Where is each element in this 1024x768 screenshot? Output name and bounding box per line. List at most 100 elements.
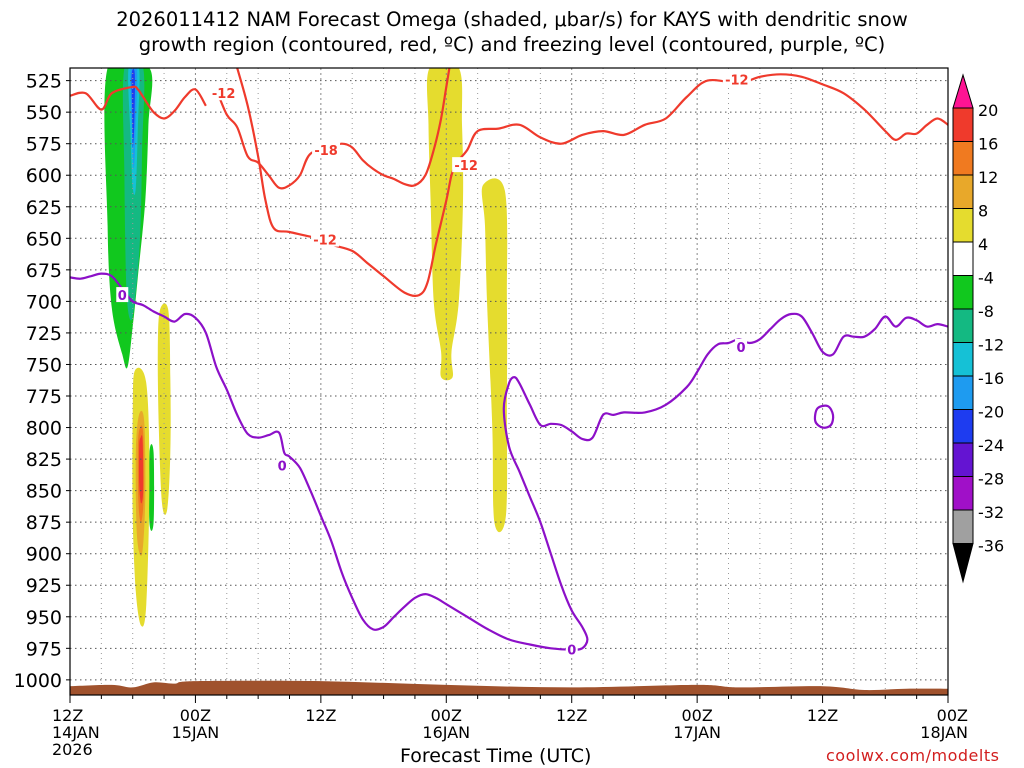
label-minus12-c: -12 (313, 234, 337, 249)
x-tick-label-date-3: 16JAN (422, 723, 470, 742)
label-minus12-d: -12 (725, 73, 749, 88)
colorbar-bin-9 (952, 409, 974, 444)
sinking-west-peak (139, 435, 144, 504)
label-minus12-b: -12 (454, 159, 478, 174)
colorbar-label-2: 12 (978, 168, 998, 187)
label-zero-b-bg (276, 457, 289, 473)
label-minus18: -18 (314, 144, 338, 159)
y-tick-label-575: 575 (26, 134, 62, 156)
rising-small-spot (148, 444, 155, 531)
colorbar-bin-0 (952, 107, 974, 142)
credit-link[interactable]: coolwx.com/modelts (826, 746, 1000, 765)
label-minus12-a: -12 (212, 87, 236, 102)
y-tick-label-825: 825 (26, 449, 62, 471)
x-tick-label-date-1: 15JAN (172, 723, 220, 742)
colorbar-label-13: -36 (978, 537, 1004, 556)
colorbar: 20 16 12 8 4 -4 -8 -12 -16 -20 -24 -28 -32 -36 (952, 73, 1004, 584)
dgz-minus12-upper (70, 85, 207, 120)
colorbar-label-0: 20 (978, 101, 998, 120)
sinking-16jan-strip (481, 178, 508, 533)
label-minus12-d-bg (722, 71, 751, 87)
x-tick-label-year-0: 2026 (52, 740, 93, 759)
x-tick-label-date-0: 14JAN (52, 723, 100, 742)
label-minus12-a-bg (209, 85, 238, 101)
colorbar-label-11: -28 (978, 470, 1004, 489)
x-tick-label-date-7: 18JAN (920, 723, 968, 742)
y-tick-label-525: 525 (26, 71, 62, 93)
y-tick-label-700: 700 (26, 291, 62, 313)
x-tick-label-time-7: 00Z (937, 706, 968, 725)
y-tick-label-800: 800 (26, 418, 62, 440)
label-zero-c-bg (735, 338, 748, 354)
colorbar-arrow-bottom (952, 543, 974, 584)
y-tick-label-925: 925 (26, 575, 62, 597)
x-tick-label-time-1: 00Z (180, 706, 211, 725)
x-tick-label-time-6: 12Z (807, 706, 838, 725)
y-tick-label-1000: 1000 (14, 670, 62, 692)
label-zero-a: 0 (118, 289, 127, 304)
colorbar-bin-10 (952, 442, 974, 477)
dgz-minus12-lower (236, 68, 948, 297)
rising-band-core (122, 68, 145, 321)
label-zero-b: 0 (278, 459, 287, 474)
colorbar-bin-6 (952, 308, 974, 343)
y-tick-label-850: 850 (26, 481, 62, 503)
colorbar-label-8: -16 (978, 369, 1004, 388)
x-tick-label-time-5: 00Z (681, 706, 712, 725)
x-tick-label-time-4: 12Z (556, 706, 587, 725)
y-tick-label-750: 750 (26, 354, 62, 376)
label-minus18-bg (312, 142, 341, 158)
x-axis-label: Forecast Time (UTC) (400, 745, 592, 767)
y-tick-label-625: 625 (26, 197, 62, 219)
x-tick-label-date-5: 17JAN (673, 723, 721, 742)
colorbar-bin-11 (952, 476, 974, 511)
dgz-minus18 (215, 68, 451, 190)
colorbar-label-10: -24 (978, 436, 1004, 455)
colorbar-bin-4 (952, 241, 974, 276)
x-tick-label-time-2: 12Z (305, 706, 336, 725)
freezing-level-small-loop (813, 404, 835, 429)
y-tick-label-650: 650 (26, 228, 62, 250)
sinking-16jan-column (426, 68, 464, 381)
colorbar-bin-5 (952, 275, 974, 310)
colorbar-bin-7 (952, 342, 974, 377)
y-tick-label-875: 875 (26, 512, 62, 534)
y-tick-label-900: 900 (26, 544, 62, 566)
label-zero-d-bg (565, 641, 578, 657)
y-tick-label-725: 725 (26, 323, 62, 345)
colorbar-bin-2 (952, 174, 974, 209)
colorbar-label-6: -8 (978, 302, 994, 321)
colorbar-label-9: -20 (978, 403, 1004, 422)
y-tick-label-675: 675 (26, 260, 62, 282)
x-tick-label-time-3: 00Z (431, 706, 462, 725)
colorbar-label-3: 8 (978, 202, 988, 221)
label-minus12-c-bg (311, 231, 340, 247)
colorbar-label-5: -4 (978, 269, 994, 288)
y-tick-label-975: 975 (26, 638, 62, 660)
plot-area: -12 -18 -12 -12 -12 0 0 0 0 (70, 68, 948, 695)
colorbar-label-4: 4 (978, 235, 988, 254)
colorbar-bin-1 (952, 141, 974, 176)
colorbar-label-1: 16 (978, 135, 998, 154)
colorbar-arrow-top (952, 73, 974, 109)
colorbar-label-12: -32 (978, 503, 1004, 522)
label-zero-c: 0 (737, 341, 746, 356)
x-tick-label-time-0: 12Z (52, 706, 83, 725)
y-tick-label-775: 775 (26, 386, 62, 408)
colorbar-bin-3 (952, 208, 974, 243)
chart-title-line-1: 2026011412 NAM Forecast Omega (shaded, μ… (116, 8, 908, 31)
freezing-level-main (70, 272, 948, 651)
colorbar-bin-8 (952, 375, 974, 410)
y-tick-label-950: 950 (26, 607, 62, 629)
label-minus12-b-bg (452, 157, 481, 173)
sinking-thin-strip (157, 303, 171, 515)
chart-title-line-2: growth region (contoured, red, ºC) and f… (138, 33, 886, 56)
y-tick-label-600: 600 (26, 165, 62, 187)
label-zero-d: 0 (567, 644, 576, 659)
colorbar-bin-12 (952, 509, 974, 544)
label-zero-a-bg (116, 287, 129, 303)
colorbar-label-7: -12 (978, 336, 1004, 355)
y-tick-label-550: 550 (26, 102, 62, 124)
terrain-surface (70, 680, 948, 695)
